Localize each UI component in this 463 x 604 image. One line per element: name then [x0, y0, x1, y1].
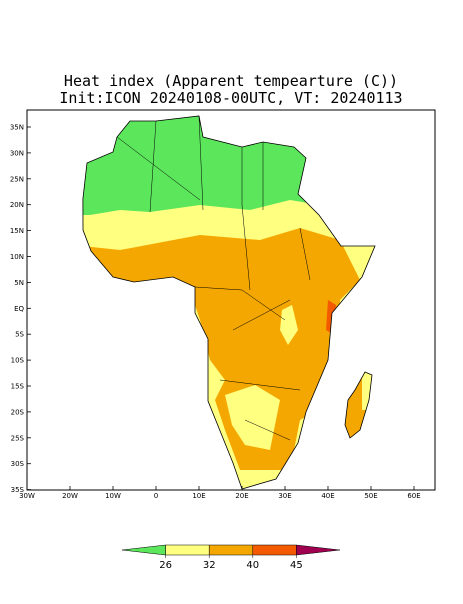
lon-label: 60E: [407, 492, 420, 500]
title: Heat index (Apparent tempearture (C)): [64, 72, 398, 90]
colorbar-label: 32: [203, 560, 216, 571]
lat-label: 10S: [11, 357, 25, 365]
colorbar-label: 45: [290, 560, 303, 571]
lat-label: 20S: [11, 408, 25, 416]
lat-label: 20N: [10, 201, 24, 209]
colorbar-segment: [208, 544, 254, 556]
colorbar-label: 40: [246, 560, 259, 571]
lon-label: 40E: [321, 492, 334, 500]
lat-label: 15S: [11, 383, 25, 391]
coastline: [344, 371, 373, 439]
lon-label: 0: [154, 492, 158, 500]
lat-label: 25S: [11, 434, 25, 442]
lat-label: EQ: [14, 305, 24, 313]
lat-label: 25N: [10, 175, 24, 183]
lat-label: 15N: [10, 227, 24, 235]
lon-label: 20W: [62, 492, 78, 500]
lat-label: 5N: [14, 279, 24, 287]
borders: [116, 115, 311, 441]
lon-label: 10E: [192, 492, 205, 500]
colorbar-label: 26: [159, 560, 172, 571]
lon-label: 30E: [278, 492, 291, 500]
lat-label: 30N: [10, 149, 24, 157]
map-frame: [26, 109, 436, 491]
colorbar-segment: [296, 544, 341, 556]
subtitle: Init:ICON 20240108-00UTC, VT: 20240113: [59, 89, 402, 107]
lon-label: 30W: [19, 492, 35, 500]
lat-label: 10N: [10, 253, 24, 261]
lat-label: 30S: [11, 460, 25, 468]
colorbar-segment: [165, 544, 210, 556]
lon-label: 10W: [105, 492, 121, 500]
lon-label: 20E: [235, 492, 248, 500]
lat-label: 35N: [10, 124, 24, 132]
lon-label: 50E: [364, 492, 377, 500]
lat-label: 35S: [11, 486, 25, 494]
colorbar-segment: [252, 544, 297, 556]
lat-label: 5S: [15, 331, 24, 339]
coastline: [82, 115, 376, 490]
